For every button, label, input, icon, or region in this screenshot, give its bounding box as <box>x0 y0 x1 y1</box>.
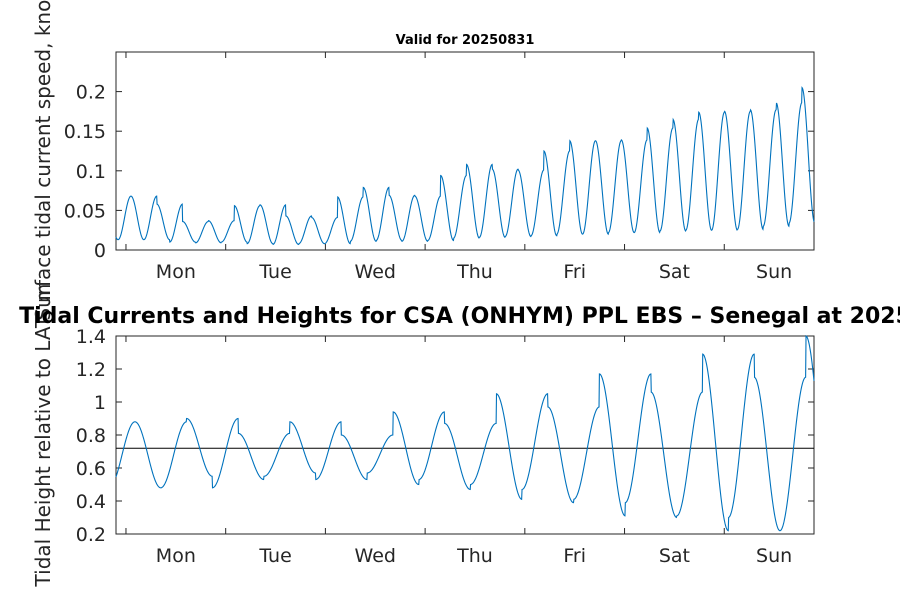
x-tick-label: Tue <box>258 261 291 283</box>
tidal-height-series <box>115 335 815 532</box>
y-tick-label: 1 <box>94 392 106 414</box>
current-speed-ticks: 0 0.05 0.1 0.15 0.2 Mon Tue Wed Thu Fri Sat Sun <box>64 52 814 283</box>
current-speed-chart: 0 0.05 0.1 0.15 0.2 Mon Tue Wed Thu Fri Sat Sun Val… <box>31 0 815 321</box>
x-tick-label: Sun <box>756 545 792 567</box>
x-tick-label: Thu <box>456 261 493 283</box>
y-tick-label: 0.2 <box>76 524 106 546</box>
x-tick-label: Sat <box>659 261 690 283</box>
x-tick-label: Tue <box>258 545 291 567</box>
current-speed-axes <box>115 51 815 251</box>
x-tick-label: Sat <box>659 545 690 567</box>
y-tick-label: 0 <box>94 240 106 262</box>
y-tick-label: 0.15 <box>64 121 106 143</box>
x-tick-label: Fri <box>563 261 586 283</box>
y-tick-label: 1.2 <box>76 359 106 381</box>
x-tick-label: Thu <box>456 545 493 567</box>
x-tick-label: Mon <box>156 545 196 567</box>
y-tick-label: 0.05 <box>64 200 106 222</box>
chart-title-top: Valid for 20250831 <box>396 33 535 48</box>
x-tick-label: Fri <box>563 545 586 567</box>
x-tick-label: Wed <box>355 545 396 567</box>
y-tick-label: 0.4 <box>76 491 106 513</box>
tidal-height-ticks: 0.2 0.4 0.6 0.8 1 1.2 1.4 Mon Tue Wed Thu Fri Sat Sun <box>76 326 814 567</box>
y-axis-label-top: Surface tidal current speed, knots <box>31 0 55 321</box>
current-speed-line <box>115 86 815 246</box>
y-tick-label: 0.2 <box>76 82 106 104</box>
y-tick-label: 0.6 <box>76 458 106 480</box>
tidal-height-axes <box>115 335 815 535</box>
y-tick-label: 0.1 <box>76 161 106 183</box>
chart-title-main: Tidal Currents and Heights for CSA (ONHY… <box>19 304 900 329</box>
y-tick-label: 1.4 <box>76 326 106 348</box>
y-axis-label-bottom: Tidal Height relative to LAT, m <box>31 284 55 588</box>
tidal-height-line <box>115 335 815 532</box>
tidal-height-chart: 0.2 0.4 0.6 0.8 1 1.2 1.4 Mon Tue Wed Thu Fri Sat Sun… <box>31 284 815 588</box>
y-tick-label: 0.8 <box>76 425 106 447</box>
x-tick-label: Wed <box>355 261 396 283</box>
current-speed-series <box>115 86 815 246</box>
x-tick-label: Sun <box>756 261 792 283</box>
x-tick-label: Mon <box>156 261 196 283</box>
